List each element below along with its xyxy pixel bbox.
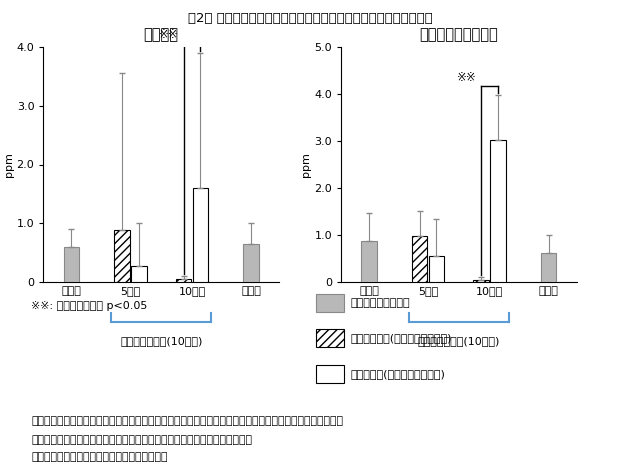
Title: メチルメルカプタン: メチルメルカプタン [419, 27, 498, 42]
Text: ※※: ※※ [457, 70, 477, 84]
Text: ※※: ※※ [159, 28, 179, 41]
Text: ココア摄取期間(10日間): ココア摄取期間(10日間) [418, 336, 500, 346]
Bar [474, 280, 489, 282]
Bar [361, 241, 377, 282]
Bar [428, 256, 444, 282]
Bar [131, 266, 146, 282]
Text: ココア色の便(ココア摄取期間中): ココア色の便(ココア摄取期間中) [350, 333, 452, 344]
Bar [193, 188, 208, 282]
Bar [490, 140, 506, 282]
Text: 通常色の便(ココア摄取期間中): 通常色の便(ココア摄取期間中) [350, 368, 445, 379]
Bar [412, 236, 427, 282]
Y-axis label: ppm: ppm [4, 152, 14, 177]
Bar [541, 253, 556, 282]
Bar [114, 230, 130, 282]
Text: ココアを摄取することにより、これら成分の含有量は大きく低減しました。: ココアを摄取することにより、これら成分の含有量は大きく低減しました。 [31, 435, 252, 445]
Bar [64, 247, 79, 282]
Text: 図2． 便臭改善効果：ココアを摄取後の人便中臭気原因物質の変化: 図2． 便臭改善効果：ココアを摄取後の人便中臭気原因物質の変化 [188, 12, 432, 25]
Text: ココア摄取期間前後: ココア摄取期間前後 [350, 298, 410, 308]
Text: 動物実験でも同様の効果が確認されています。: 動物実験でも同様の効果が確認されています。 [31, 452, 167, 462]
Bar [243, 244, 259, 282]
Y-axis label: ppm: ppm [301, 152, 311, 177]
Text: ココア摄取期間(10日間): ココア摄取期間(10日間) [120, 336, 202, 346]
Bar [176, 279, 192, 282]
Text: 人の便中の主な臭気構成成分である硫化水素およびメチルメルカプタン量をガス検知管法で測定しました。: 人の便中の主な臭気構成成分である硫化水素およびメチルメルカプタン量をガス検知管法… [31, 416, 343, 426]
Text: ※※: 統計学的有意差 p<0.05: ※※: 統計学的有意差 p<0.05 [31, 301, 148, 311]
Title: 硫化水素: 硫化水素 [144, 27, 179, 42]
